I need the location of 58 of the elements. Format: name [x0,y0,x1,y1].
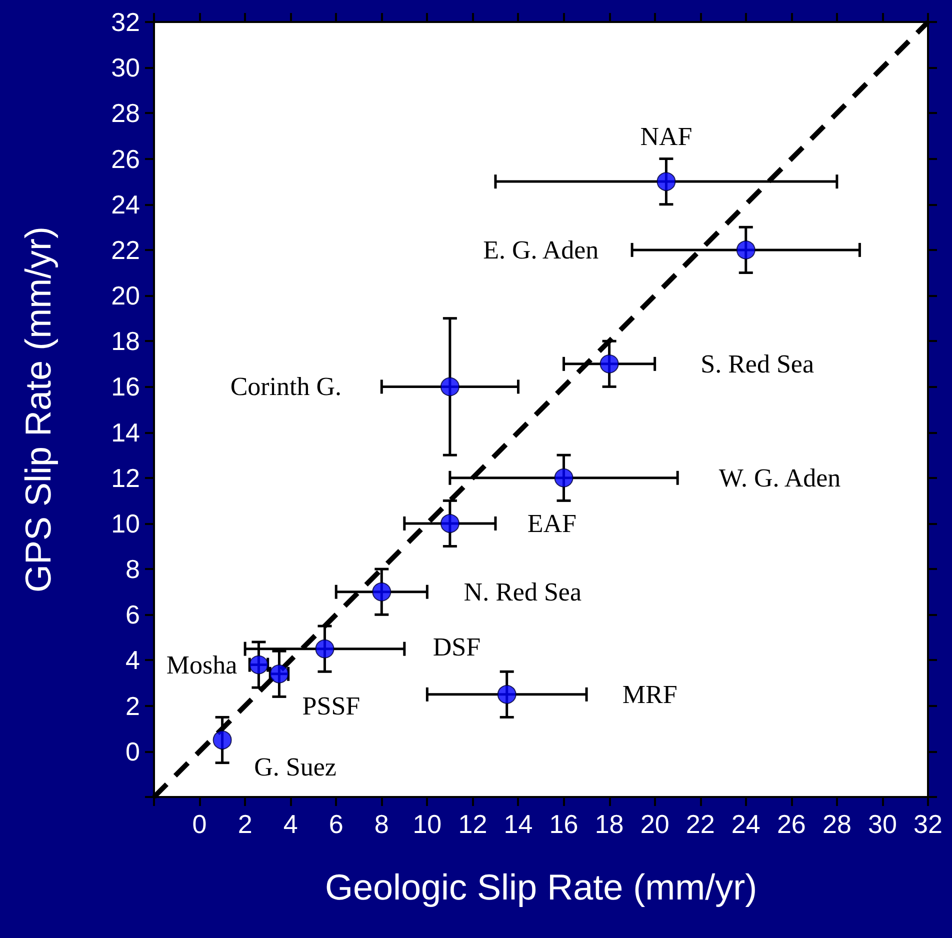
annotation: DSF [432,632,481,662]
point [600,354,619,374]
y-tick-label: 26 [111,144,140,174]
x-tick-label: 26 [776,809,806,839]
annotation: W. G. Aden [718,463,841,492]
x-tick-label: 0 [192,809,207,839]
y-tick-label: 0 [126,736,140,766]
x-tick-label: 32 [914,809,942,839]
point [212,730,232,750]
point [372,582,392,602]
y-tick-label: 20 [111,280,140,311]
annotation: PSSF [302,691,360,720]
x-tick-label: 30 [868,809,897,839]
x-tick-label: 28 [822,809,852,839]
x-tick-label: 24 [731,809,760,839]
y-tick-label: 10 [111,508,140,538]
point [440,377,460,396]
y-tick-label: 12 [111,462,140,493]
annotation: NAF [640,122,692,152]
point [315,639,334,658]
y-tick-label: 24 [111,189,140,220]
y-tick-label: 8 [126,554,140,584]
annotation: Corinth G. [230,372,342,402]
x-tick-label: 16 [549,809,578,839]
x-tick-label: 18 [594,809,624,839]
annotation: EAF [527,508,577,538]
y-tick-label: 18 [111,326,140,356]
annotation: N. Red Sea [464,577,582,606]
y-tick-label: 16 [111,372,140,402]
y-tick-label: 2 [126,690,140,721]
y-tick-label: 28 [111,98,140,128]
y-tick-label: 30 [111,52,140,83]
x-tick-label: 20 [640,809,670,839]
annotation: Mosha [166,650,238,680]
y-tick-label: 6 [126,600,140,630]
x-tick-label: 12 [458,809,488,839]
x-tick-label: 22 [686,809,715,839]
annotation: E. G. Aden [483,235,599,264]
x-tick-label: 8 [374,809,389,839]
x-tick-label: 10 [412,809,442,839]
annotation: S. Red Sea [700,349,814,378]
annotation: G. Suez [254,752,336,782]
x-tick-label: 6 [328,809,344,839]
point [656,172,676,192]
x-tick-label: 2 [238,809,252,839]
point [736,240,756,260]
y-tick-label: 32 [111,7,140,37]
point [497,684,516,704]
point [440,514,460,533]
y-tick-label: 4 [126,645,140,676]
annotation: MRF [622,680,678,709]
x-axis-title: Geologic Slip Rate (mm/yr) [324,866,758,908]
y-axis-title: GPS Slip Rate (mm/yr) [18,226,58,593]
y-tick-label: 14 [111,417,140,448]
x-tick-label: 4 [283,809,298,839]
x-tick-label: 14 [504,809,533,839]
point [554,468,574,488]
y-tick-label: 22 [111,234,140,265]
